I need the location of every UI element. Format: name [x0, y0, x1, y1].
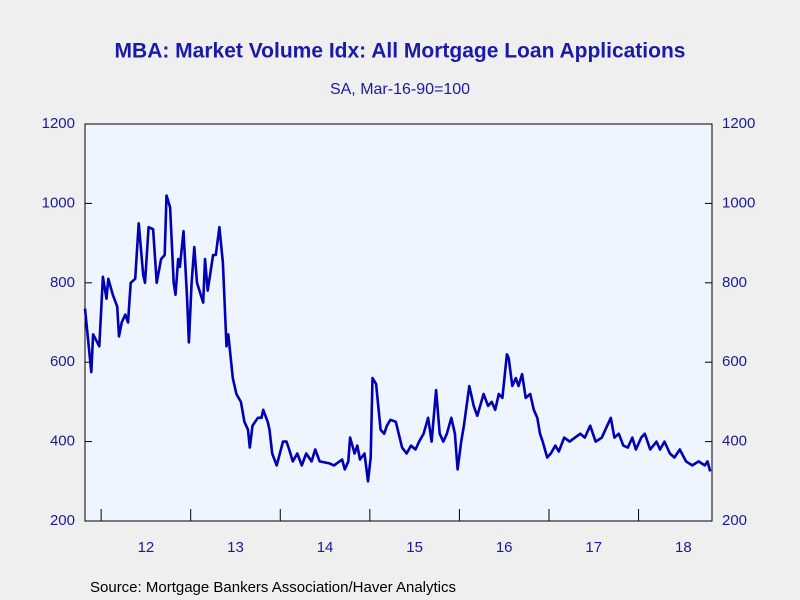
plot-area [84, 123, 713, 522]
x-tick-label: 13 [227, 539, 244, 556]
y-tick-label: 1000 [42, 194, 75, 211]
y-tick-label: 800 [50, 274, 75, 291]
x-tick-label: 12 [138, 539, 155, 556]
y-tick-label: 400 [50, 433, 75, 450]
data-line [83, 194, 712, 483]
y2-tick-label: 600 [722, 353, 747, 370]
x-tick-label: 17 [585, 539, 602, 556]
x-tick-label: 16 [496, 539, 513, 556]
y-tick-label: 600 [50, 353, 75, 370]
y2-tick-label: 1200 [722, 115, 755, 132]
y2-tick-label: 200 [722, 512, 747, 529]
source-note: Source: Mortgage Bankers Association/Hav… [90, 579, 456, 596]
chart-title: MBA: Market Volume Idx: All Mortgage Loa… [115, 40, 686, 63]
y2-tick-label: 1000 [722, 194, 755, 211]
y2-tick-label: 800 [722, 274, 747, 291]
y-tick-label: 200 [50, 512, 75, 529]
x-tick-label: 14 [317, 539, 334, 556]
y-tick-label: 1200 [42, 115, 75, 132]
x-tick-label: 18 [675, 539, 692, 556]
x-tick-label: 15 [406, 539, 423, 556]
chart-subtitle: SA, Mar-16-90=100 [330, 81, 470, 98]
y2-tick-label: 400 [722, 433, 747, 450]
